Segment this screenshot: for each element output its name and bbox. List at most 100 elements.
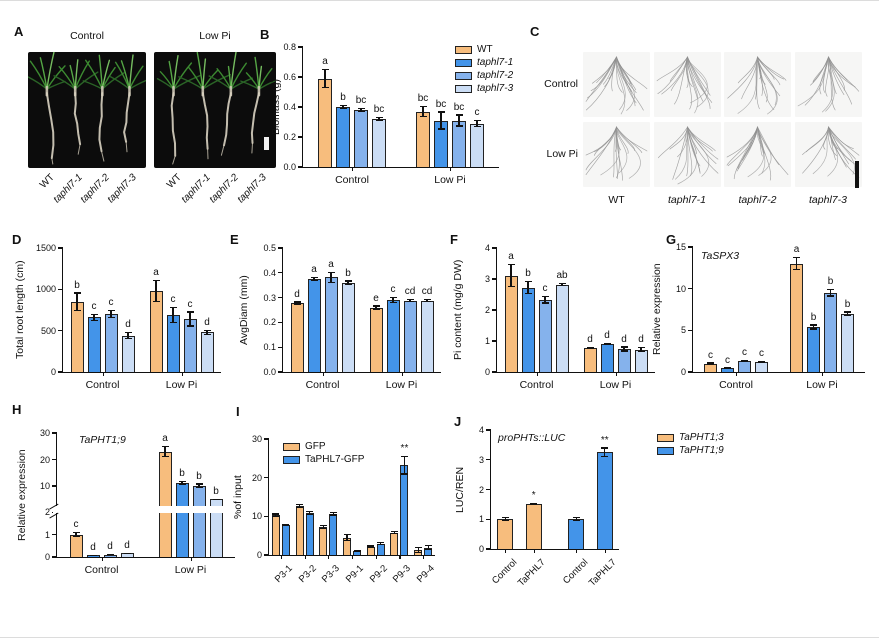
bars: e c cd cd: [362, 248, 441, 372]
x-tick: [399, 555, 401, 559]
x-category-label: P3-2: [296, 563, 319, 585]
bar-cell: d: [120, 433, 134, 557]
bar: [69, 534, 83, 557]
bar-cell: a: [504, 248, 518, 372]
error-cap-top: [707, 362, 714, 364]
x-category-label: Low Pi: [165, 379, 198, 391]
y-tick-label: 0.0: [283, 162, 296, 172]
error-cap-bottom: [203, 333, 211, 335]
error-cap-bottom: [844, 314, 851, 316]
y-axis-label: AvgDiam (mm): [238, 275, 250, 345]
error-bar: [181, 481, 183, 485]
x-category-label: Control: [560, 557, 591, 587]
root-scan-cell: [653, 122, 721, 187]
bar-cell: bc: [434, 47, 448, 167]
y-tick-label: 500: [40, 325, 56, 336]
bar: [166, 314, 180, 372]
bar: [386, 300, 400, 372]
tapht19-plot: TaPHT1;9 0 1 2 10 20 30 c d d d Control a b b b Low Pi: [40, 428, 235, 576]
bars: [562, 430, 591, 549]
panel-g: G Relative expression TaSPX3 0 5 10 15 c c c c C…: [651, 230, 876, 398]
bar-cell: bc: [452, 47, 466, 167]
sig-letter: c: [91, 301, 97, 313]
sig-letter: a: [322, 55, 328, 67]
bar: [790, 263, 803, 372]
y-tick: [278, 346, 283, 348]
bar-cell: [271, 439, 280, 555]
error-cap-bottom: [186, 325, 194, 327]
bar: [354, 110, 368, 167]
category-Low Pi: d d d d Low Pi: [576, 248, 655, 391]
error-cap-bottom: [572, 519, 580, 522]
bar: [497, 519, 514, 549]
bar-cell: c: [538, 248, 552, 372]
y-tick-label: 0: [256, 550, 262, 560]
category-Control: Control: [561, 430, 591, 586]
error-cap-bottom: [377, 544, 385, 546]
sig-letter: c: [108, 297, 114, 308]
legend-item: taphl7-1: [455, 58, 513, 68]
y-tick: [492, 278, 497, 280]
error-cap-top: [124, 332, 132, 334]
bar: [200, 332, 214, 372]
error-bar: [172, 306, 174, 324]
avg-diam-plot: 0.0 0.1 0.2 0.3 0.4 0.5 d a a b Control e c cd cd Low P…: [263, 243, 441, 391]
x-category-label: Low Pi: [599, 379, 632, 391]
y-tick: [688, 246, 693, 248]
error-cap-bottom: [724, 367, 731, 369]
x-category-label: P3-3: [320, 563, 343, 585]
bar-cell: ab: [555, 248, 569, 372]
x-tick: [505, 549, 507, 553]
sig-letter: a: [311, 264, 317, 276]
column-label: taphl7-3: [809, 194, 847, 206]
y-tick: [298, 136, 303, 138]
panel-e-label: E: [230, 232, 239, 247]
error-cap-top: [524, 281, 532, 283]
error-cap-bottom: [107, 317, 115, 319]
category-Low Pi: a b b b Low Pi: [146, 433, 235, 576]
error-bar: [403, 456, 406, 475]
error-cap-top: [377, 542, 385, 544]
y-tick-label: 0.2: [283, 132, 296, 142]
bars: a b bc bc: [303, 47, 401, 167]
bar-cell: c: [721, 247, 734, 372]
error-cap-bottom: [367, 546, 375, 548]
legend-item: WT: [455, 45, 513, 55]
error-cap-bottom: [400, 473, 408, 475]
bar-cell: [319, 439, 328, 555]
legend-label: WT: [477, 44, 493, 55]
y-tick-label: 3: [484, 274, 490, 284]
y-tick: [278, 296, 283, 299]
bar-cell: e: [369, 248, 383, 372]
error-cap-top: [152, 280, 160, 282]
bars: [364, 439, 388, 555]
x-category-label: P9-3: [391, 563, 414, 585]
error-cap-top: [327, 271, 335, 273]
y-tick: [492, 309, 497, 311]
error-cap-top: [423, 298, 431, 300]
sig-letter: d: [90, 542, 96, 553]
error-cap-bottom: [178, 483, 186, 485]
error-cap-bottom: [601, 455, 609, 458]
error-cap-bottom: [282, 524, 290, 526]
bar-cell: [329, 439, 338, 555]
y-tick-label: 2: [484, 305, 490, 315]
error-bar: [510, 264, 512, 288]
bar-groups: a b bc bc Control bc bc bc c Low Pi: [303, 47, 499, 186]
legend-swatch: [657, 447, 674, 455]
sig-letter: c: [759, 348, 764, 360]
error-cap-top: [73, 292, 81, 294]
bar-cell: a: [149, 248, 163, 372]
y-tick-label: 0: [478, 544, 484, 554]
legend-label: taphl7-2: [477, 70, 514, 81]
sig-letter: c: [73, 519, 79, 531]
error-cap-top: [329, 512, 337, 514]
y-tick: [486, 429, 491, 431]
error-bar: [504, 517, 506, 522]
panel-b-label: B: [260, 27, 270, 42]
group-spacer: [548, 430, 562, 549]
bar-cell: d: [583, 248, 597, 372]
top-hairline: [0, 0, 879, 1]
root-scan-cell: [583, 122, 650, 187]
